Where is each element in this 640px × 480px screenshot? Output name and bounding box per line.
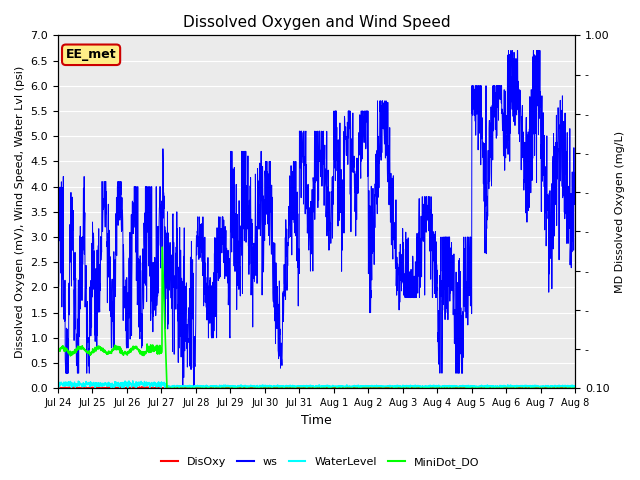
MiniDot_DO bbox=[199, 385, 207, 391]
DisOxy bbox=[525, 385, 533, 391]
Title: Dissolved Oxygen and Wind Speed: Dissolved Oxygen and Wind Speed bbox=[183, 15, 451, 30]
WaterLevel bbox=[129, 378, 136, 384]
DisOxy bbox=[540, 385, 548, 391]
MiniDot_DO bbox=[163, 385, 171, 391]
WaterLevel bbox=[332, 383, 339, 389]
WaterLevel bbox=[343, 382, 351, 388]
ws bbox=[526, 94, 534, 99]
MiniDot_DO bbox=[54, 346, 62, 352]
ws bbox=[332, 178, 339, 183]
ws bbox=[343, 133, 351, 139]
WaterLevel bbox=[526, 383, 534, 389]
WaterLevel bbox=[199, 384, 207, 390]
Line: MiniDot_DO: MiniDot_DO bbox=[58, 247, 575, 388]
WaterLevel bbox=[572, 384, 579, 389]
DisOxy bbox=[572, 384, 579, 390]
MiniDot_DO bbox=[540, 385, 548, 391]
WaterLevel bbox=[54, 383, 62, 389]
Legend: DisOxy, ws, WaterLevel, MiniDot_DO: DisOxy, ws, WaterLevel, MiniDot_DO bbox=[157, 452, 483, 472]
MiniDot_DO bbox=[158, 244, 166, 250]
X-axis label: Time: Time bbox=[301, 414, 332, 427]
ws bbox=[540, 184, 548, 190]
WaterLevel bbox=[118, 385, 126, 391]
Text: EE_met: EE_met bbox=[66, 48, 116, 61]
MiniDot_DO bbox=[343, 385, 351, 391]
MiniDot_DO bbox=[572, 385, 579, 391]
MiniDot_DO bbox=[332, 385, 339, 391]
MiniDot_DO bbox=[467, 385, 475, 391]
WaterLevel bbox=[540, 384, 548, 389]
ws bbox=[505, 48, 513, 53]
ws bbox=[54, 292, 62, 298]
Line: ws: ws bbox=[58, 50, 575, 388]
WaterLevel bbox=[467, 383, 475, 388]
DisOxy bbox=[198, 385, 206, 391]
DisOxy bbox=[332, 385, 339, 391]
DisOxy bbox=[540, 384, 547, 389]
MiniDot_DO bbox=[526, 385, 534, 391]
DisOxy bbox=[55, 385, 63, 391]
ws bbox=[179, 385, 187, 391]
Y-axis label: MD Dissolved Oxygen (mg/L): MD Dissolved Oxygen (mg/L) bbox=[615, 131, 625, 293]
Line: DisOxy: DisOxy bbox=[58, 386, 575, 388]
Line: WaterLevel: WaterLevel bbox=[58, 381, 575, 388]
ws bbox=[198, 223, 206, 229]
DisOxy bbox=[54, 385, 62, 391]
DisOxy bbox=[467, 385, 474, 391]
ws bbox=[467, 234, 474, 240]
Y-axis label: Dissolved Oxygen (mV), Wind Speed, Water Lvl (psi): Dissolved Oxygen (mV), Wind Speed, Water… bbox=[15, 66, 25, 358]
DisOxy bbox=[343, 385, 351, 391]
ws bbox=[572, 192, 579, 198]
